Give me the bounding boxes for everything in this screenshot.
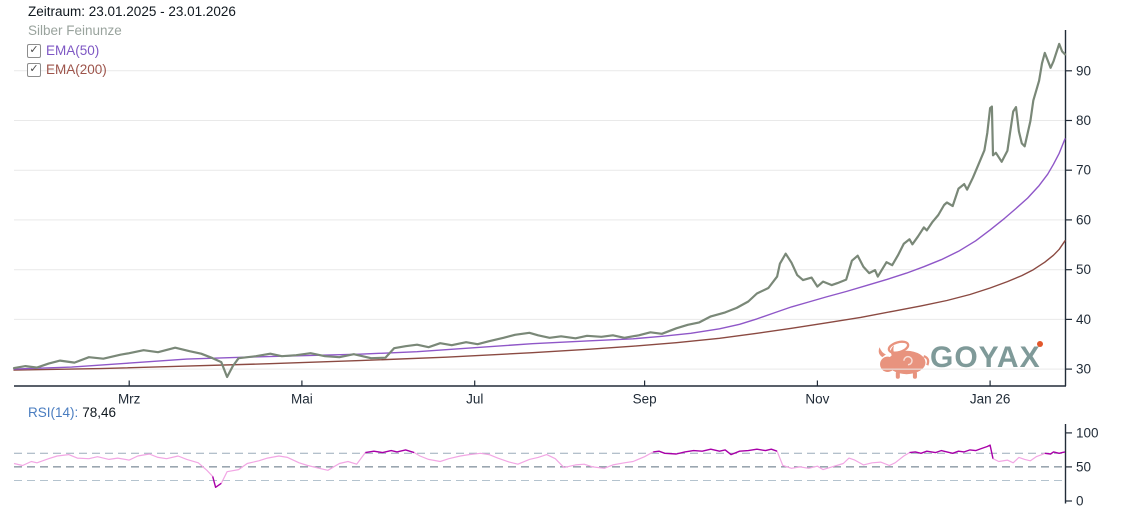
bull-icon: [878, 340, 930, 379]
x-tick-label-Jul: Jul: [466, 392, 483, 407]
x-tick-label-Mrz: Mrz: [118, 392, 141, 407]
legend-label-ema-50: EMA(50): [46, 43, 100, 58]
rsi-line-extreme: [1044, 451, 1066, 455]
x-tick-label-Mai: Mai: [291, 392, 313, 407]
rsi-line: [13, 453, 214, 477]
indicator-legend: ✓ EMA(50) ✓ EMA(200): [27, 41, 107, 79]
y-tick-label-main-90: 90: [1076, 63, 1091, 78]
y-tick-label-main-70: 70: [1076, 163, 1091, 178]
rsi-header: RSI(14): 78,46: [28, 405, 116, 420]
checkbox-ema-200[interactable]: ✓: [27, 62, 41, 77]
rsi-value: 78,46: [82, 405, 117, 420]
goyax-logo-text: GOYAX: [930, 341, 1043, 374]
legend-item-ema-200: ✓ EMA(200): [27, 60, 107, 79]
instrument-name: Silber Feinunze: [28, 23, 122, 38]
x-tick-label-Sep: Sep: [633, 392, 657, 407]
y-tick-label-main-40: 40: [1076, 312, 1091, 327]
rsi-indicator-label: RSI(14):: [28, 405, 79, 420]
rsi-line-extreme: [909, 444, 994, 459]
y-tick-label-main-80: 80: [1076, 113, 1091, 128]
checkbox-ema-50[interactable]: ✓: [27, 43, 41, 58]
y-tick-label-main-50: 50: [1076, 262, 1091, 277]
y-tick-label-main-30: 30: [1076, 362, 1091, 377]
rsi-line: [776, 450, 910, 471]
rsi-line: [992, 452, 1046, 464]
y-tick-label-rsi-50: 50: [1076, 459, 1091, 474]
logo-dot: [1036, 341, 1043, 347]
rsi-line-extreme: [365, 449, 415, 454]
y-tick-label-rsi-100: 100: [1076, 425, 1099, 440]
legend-item-ema-50: ✓ EMA(50): [27, 41, 107, 60]
legend-label-ema-200: EMA(200): [46, 62, 107, 77]
series-line-ema-200-: [13, 240, 1066, 371]
series-line-silber-feinunze: [12, 42, 1067, 379]
rsi-line-extreme: [653, 448, 778, 456]
goyax-watermark: GOYAX: [876, 336, 1043, 380]
series-line-ema-50-: [13, 138, 1066, 370]
x-tick-label-Nov: Nov: [805, 392, 829, 407]
period-label: Zeitraum: 23.01.2025 - 23.01.2026: [28, 4, 236, 19]
y-tick-label-rsi-0: 0: [1076, 494, 1084, 509]
x-tick-label-Jan 26: Jan 26: [970, 392, 1011, 407]
y-tick-label-main-60: 60: [1076, 212, 1091, 227]
rsi-line: [413, 451, 654, 469]
rsi-line-extreme: [212, 476, 222, 488]
rsi-line: [220, 452, 366, 484]
